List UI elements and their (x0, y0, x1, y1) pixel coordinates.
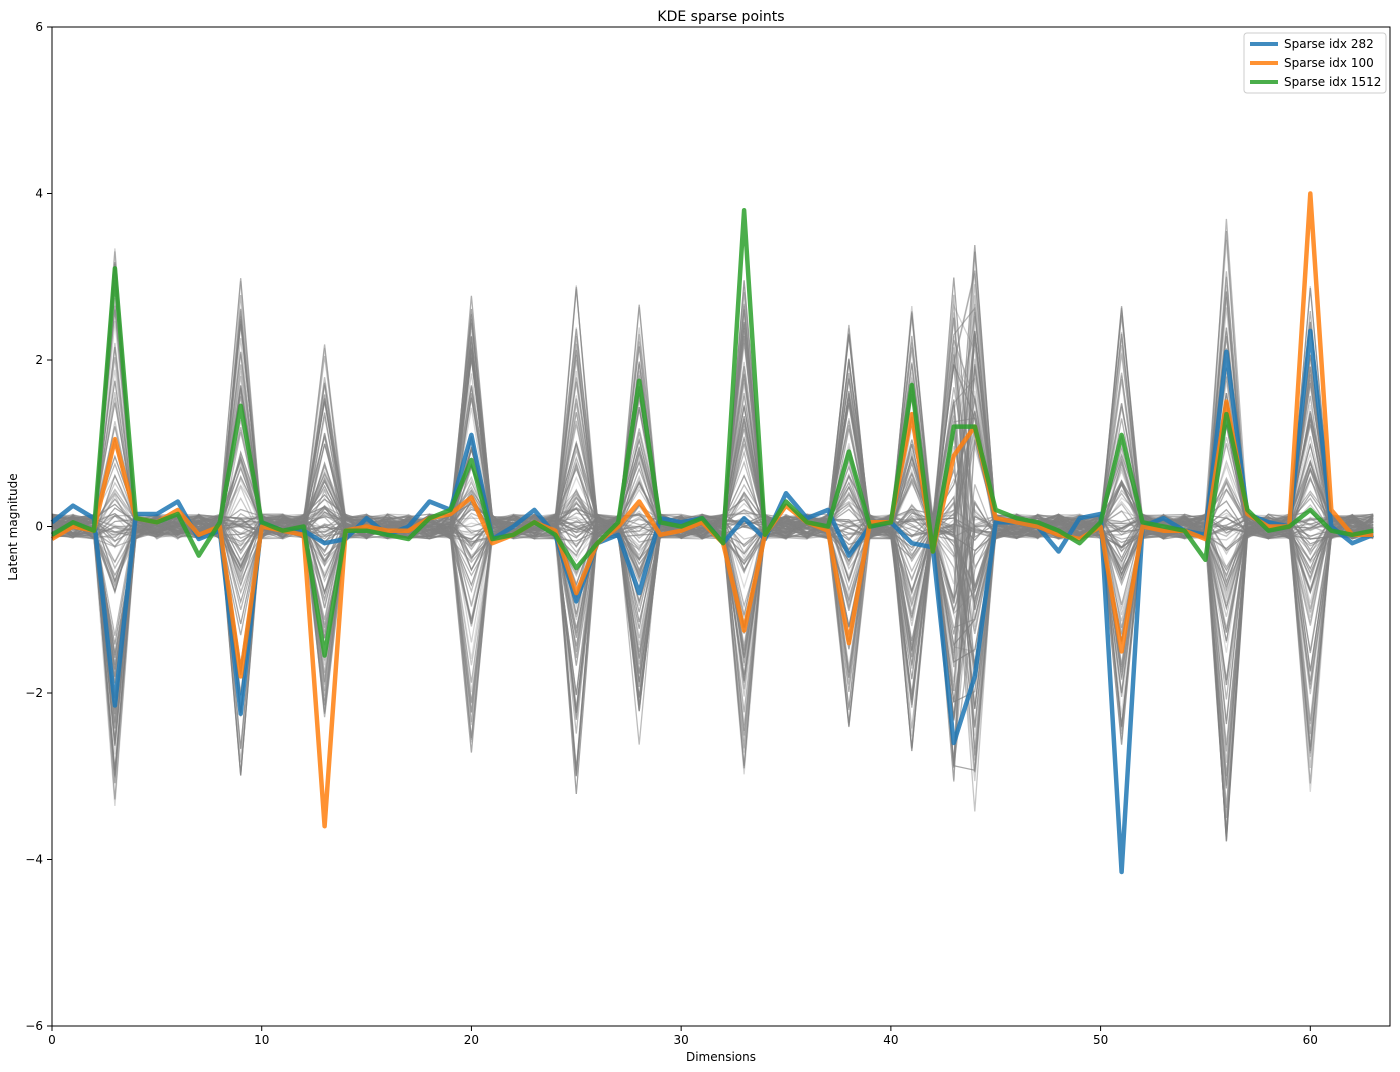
chart-title: KDE sparse points (657, 9, 784, 25)
y-tick-label: 0 (35, 520, 43, 534)
x-tick-label: 40 (883, 1033, 898, 1047)
x-tick-label: 30 (674, 1033, 689, 1047)
y-tick-label: −6 (25, 1019, 43, 1033)
legend-label: Sparse idx 100 (1284, 56, 1374, 70)
series-lines (50, 191, 1375, 875)
x-axis-ticks: 0 10 20 30 40 50 60 (48, 1026, 1318, 1047)
y-tick-label: 4 (35, 187, 43, 201)
y-tick-label: −2 (25, 686, 43, 700)
x-tick-label: 50 (1093, 1033, 1108, 1047)
legend-label: Sparse idx 282 (1284, 37, 1374, 51)
y-tick-label: −4 (25, 853, 43, 867)
legend-label: Sparse idx 1512 (1284, 75, 1381, 89)
legend-box (1243, 32, 1387, 94)
x-tick-label: 0 (48, 1033, 56, 1047)
background-line (51, 352, 1374, 702)
y-tick-label: 6 (35, 20, 43, 34)
x-tick-label: 10 (254, 1033, 269, 1047)
legend: Sparse idx 282 Sparse idx 100 Sparse idx 1… (1243, 32, 1387, 94)
x-axis-label: Dimensions (686, 1050, 756, 1064)
x-tick-label: 20 (464, 1033, 479, 1047)
x-tick-label: 60 (1303, 1033, 1318, 1047)
y-axis-ticks: −6 −4 −2 0 2 4 6 (25, 20, 52, 1033)
y-axis-label: Latent magnitude (6, 473, 20, 580)
series-line-3 (50, 207, 1374, 658)
y-tick-label: 2 (35, 353, 43, 367)
